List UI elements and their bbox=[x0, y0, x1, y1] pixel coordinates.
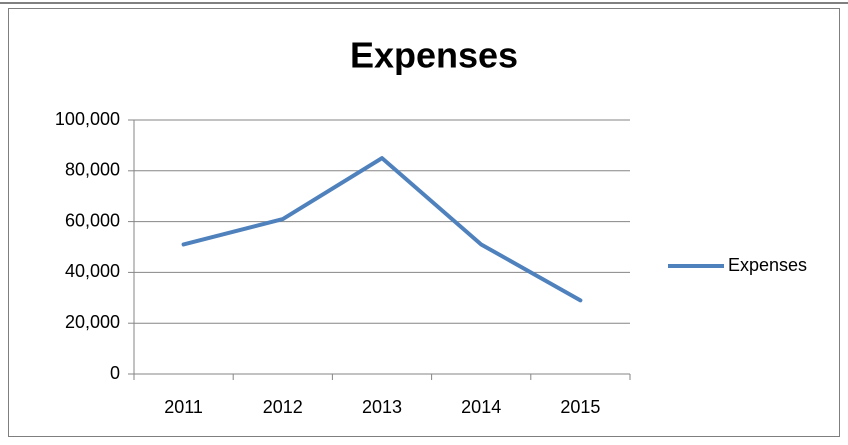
chart-frame bbox=[8, 8, 840, 437]
x-tick-label: 2014 bbox=[461, 397, 501, 417]
data-line bbox=[181, 156, 583, 303]
y-tick-label: 40,000 bbox=[65, 261, 120, 281]
y-tick-label: 20,000 bbox=[65, 312, 120, 332]
legend-label: Expenses bbox=[728, 255, 807, 275]
x-tick-label: 2015 bbox=[560, 397, 600, 417]
y-tick-label: 100,000 bbox=[55, 109, 120, 129]
y-tick-label: 0 bbox=[110, 363, 120, 383]
x-tick-label: 2012 bbox=[263, 397, 303, 417]
y-tick-label: 80,000 bbox=[65, 160, 120, 180]
x-tick-label: 2011 bbox=[164, 397, 203, 417]
x-tick-label: 2013 bbox=[362, 397, 402, 417]
y-tick-label: 60,000 bbox=[65, 210, 120, 230]
chart-title: Expenses bbox=[350, 35, 518, 76]
